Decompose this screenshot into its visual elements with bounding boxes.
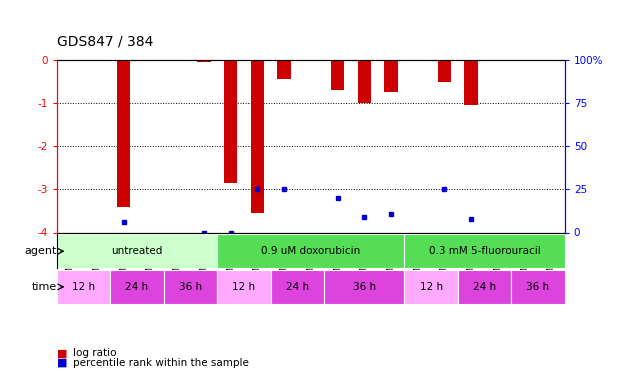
Bar bbox=[57, 270, 110, 304]
Bar bbox=[117, 60, 131, 207]
Text: percentile rank within the sample: percentile rank within the sample bbox=[73, 358, 249, 368]
Bar bbox=[271, 270, 324, 304]
Bar bbox=[217, 234, 404, 268]
Bar bbox=[251, 60, 264, 213]
Bar bbox=[384, 60, 398, 92]
Text: agent: agent bbox=[25, 246, 57, 256]
Bar bbox=[511, 270, 565, 304]
Text: 12 h: 12 h bbox=[420, 282, 442, 292]
Bar bbox=[278, 60, 291, 80]
Text: 24 h: 24 h bbox=[126, 282, 148, 292]
Text: ■: ■ bbox=[57, 348, 68, 358]
Bar bbox=[331, 60, 344, 90]
Bar bbox=[438, 60, 451, 82]
Bar bbox=[217, 270, 271, 304]
Text: 24 h: 24 h bbox=[286, 282, 309, 292]
Bar bbox=[197, 60, 211, 62]
Bar bbox=[404, 270, 458, 304]
Bar bbox=[358, 60, 371, 103]
Bar bbox=[464, 60, 478, 105]
Text: 0.3 mM 5-fluorouracil: 0.3 mM 5-fluorouracil bbox=[428, 246, 540, 256]
Text: 36 h: 36 h bbox=[526, 282, 550, 292]
Bar bbox=[163, 270, 217, 304]
Bar bbox=[404, 234, 565, 268]
Text: untreated: untreated bbox=[111, 246, 163, 256]
Text: time: time bbox=[32, 282, 57, 292]
Text: 24 h: 24 h bbox=[473, 282, 496, 292]
Bar bbox=[224, 60, 237, 183]
Text: 0.9 uM doxorubicin: 0.9 uM doxorubicin bbox=[261, 246, 360, 256]
Text: log ratio: log ratio bbox=[73, 348, 116, 358]
Text: 36 h: 36 h bbox=[353, 282, 376, 292]
Text: GDS847 / 384: GDS847 / 384 bbox=[57, 35, 153, 49]
Bar bbox=[324, 270, 404, 304]
Text: 36 h: 36 h bbox=[179, 282, 202, 292]
Text: 12 h: 12 h bbox=[232, 282, 256, 292]
Text: ■: ■ bbox=[57, 358, 68, 368]
Bar bbox=[458, 270, 511, 304]
Bar bbox=[57, 234, 217, 268]
Text: 12 h: 12 h bbox=[72, 282, 95, 292]
Bar bbox=[110, 270, 163, 304]
